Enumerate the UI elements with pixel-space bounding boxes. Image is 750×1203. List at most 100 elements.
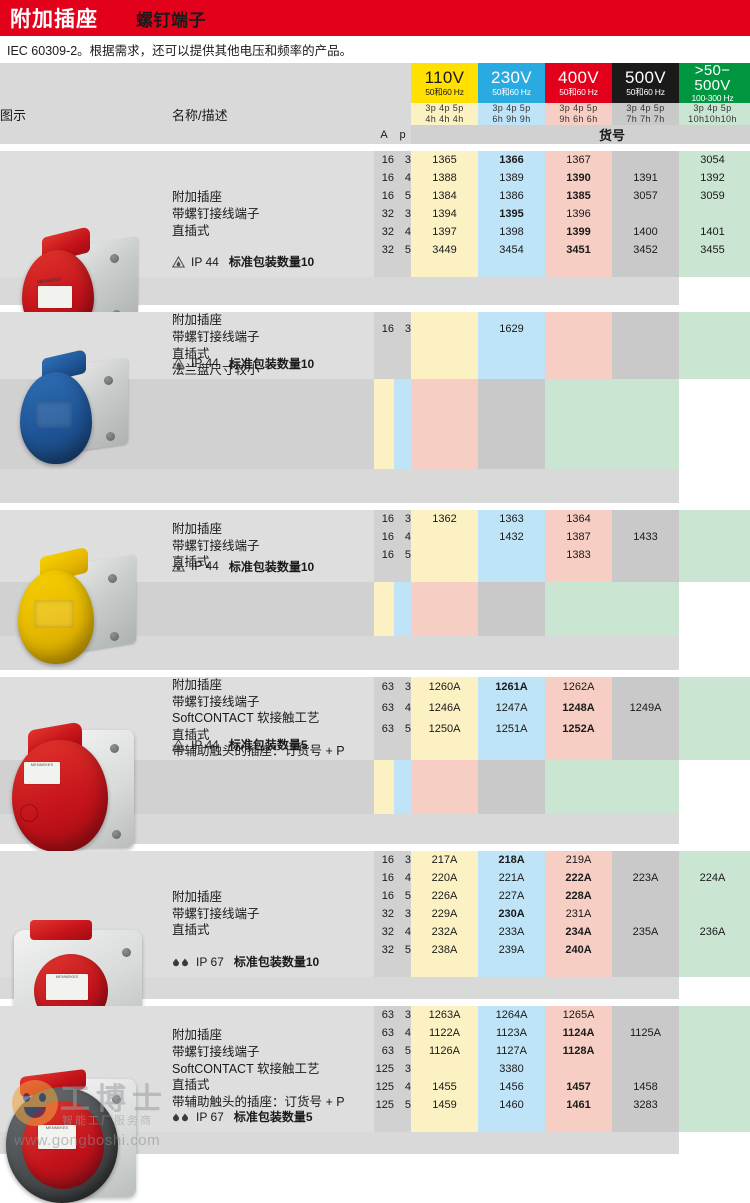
article-number-cell[interactable]: 225A <box>746 869 750 888</box>
article-number-cell[interactable]: 239A <box>478 941 545 960</box>
article-number-cell[interactable]: 1458 <box>612 1078 679 1097</box>
article-number-cell[interactable]: 1457 <box>545 1078 612 1097</box>
article-number-cell[interactable]: 1460 <box>478 1096 545 1115</box>
article-number-cell[interactable] <box>679 905 746 924</box>
article-number-cell[interactable] <box>679 676 746 698</box>
article-number-cell[interactable]: 1402 <box>746 223 750 242</box>
article-number-cell[interactable]: 1390 <box>545 169 612 188</box>
article-number-cell[interactable] <box>746 1060 750 1079</box>
article-number-cell[interactable]: 3455 <box>679 241 746 260</box>
article-number-cell[interactable]: 238A <box>411 941 478 960</box>
article-number-cell[interactable]: 1252A <box>545 718 612 740</box>
article-number-cell[interactable]: 226A <box>411 887 478 906</box>
article-number-cell[interactable]: 3055 <box>746 151 750 170</box>
article-number-cell[interactable] <box>679 887 746 906</box>
article-number-cell[interactable]: 3454 <box>478 241 545 260</box>
article-number-cell[interactable]: 1388 <box>411 169 478 188</box>
article-number-cell[interactable]: 3380 <box>478 1060 545 1079</box>
article-number-cell[interactable]: 1432 <box>478 527 545 546</box>
article-number-cell[interactable]: 230A <box>478 905 545 924</box>
article-number-cell[interactable]: 1128A <box>545 1042 612 1061</box>
article-number-cell[interactable]: 217A <box>411 851 478 870</box>
article-number-cell[interactable]: 3283 <box>612 1096 679 1115</box>
article-number-cell[interactable]: 1386 <box>478 187 545 206</box>
article-number-cell[interactable]: 227A <box>478 887 545 906</box>
article-number-cell[interactable]: 1384 <box>411 187 478 206</box>
article-number-cell[interactable]: 236A <box>679 923 746 942</box>
article-number-cell[interactable]: 1398 <box>478 223 545 242</box>
article-number-cell[interactable]: 222A <box>545 869 612 888</box>
article-number-cell[interactable]: 1127A <box>478 1042 545 1061</box>
article-number-cell[interactable]: 3451 <box>545 241 612 260</box>
article-number-cell[interactable]: 1461 <box>545 1096 612 1115</box>
article-number-cell[interactable]: 1383 <box>545 545 612 564</box>
article-number-cell[interactable]: 1367 <box>545 151 612 170</box>
article-number-cell[interactable]: 1246A <box>411 697 478 719</box>
article-number-cell[interactable]: 233A <box>478 923 545 942</box>
article-number-cell[interactable]: 1399 <box>545 223 612 242</box>
article-number-cell[interactable]: 1262A <box>545 676 612 698</box>
article-number-cell[interactable]: 1263A <box>411 1006 478 1025</box>
article-number-cell[interactable] <box>411 312 478 346</box>
article-number-cell[interactable]: 3447 <box>746 241 750 260</box>
article-number-cell[interactable] <box>545 312 612 346</box>
article-number-cell[interactable]: 3449 <box>411 241 478 260</box>
article-number-cell[interactable] <box>679 1024 746 1043</box>
article-number-cell[interactable]: 1456 <box>478 1078 545 1097</box>
article-number-cell[interactable] <box>746 545 750 564</box>
article-number-cell[interactable]: 1366 <box>478 151 545 170</box>
article-number-cell[interactable]: 1400 <box>612 223 679 242</box>
article-number-cell[interactable] <box>679 941 746 960</box>
article-number-cell[interactable] <box>746 676 750 698</box>
article-number-cell[interactable] <box>612 941 679 960</box>
article-number-cell[interactable] <box>411 1060 478 1079</box>
article-number-cell[interactable] <box>612 1006 679 1025</box>
article-number-cell[interactable] <box>679 1060 746 1079</box>
article-number-cell[interactable]: 1401 <box>679 223 746 242</box>
article-number-cell[interactable] <box>746 697 750 719</box>
article-number-cell[interactable] <box>679 697 746 719</box>
article-number-cell[interactable] <box>746 718 750 740</box>
article-number-cell[interactable] <box>612 1060 679 1079</box>
article-number-cell[interactable]: 219A <box>545 851 612 870</box>
article-number-cell[interactable]: 1395 <box>478 205 545 224</box>
article-number-cell[interactable]: 3057 <box>612 187 679 206</box>
article-number-cell[interactable]: 237A <box>746 923 750 942</box>
article-number-cell[interactable]: 1365 <box>411 151 478 170</box>
article-number-cell[interactable] <box>545 1060 612 1079</box>
article-number-cell[interactable] <box>746 1042 750 1061</box>
article-number-cell[interactable]: 1125A <box>612 1024 679 1043</box>
article-number-cell[interactable]: 224A <box>679 869 746 888</box>
article-number-cell[interactable] <box>679 205 746 224</box>
article-number-cell[interactable]: 220A <box>411 869 478 888</box>
article-number-cell[interactable] <box>679 1096 746 1115</box>
article-number-cell[interactable] <box>746 312 750 346</box>
article-number-cell[interactable]: 235A <box>612 923 679 942</box>
article-number-cell[interactable] <box>746 887 750 906</box>
article-number-cell[interactable] <box>679 527 746 546</box>
article-number-cell[interactable] <box>411 545 478 564</box>
article-number-cell[interactable]: 3452 <box>612 241 679 260</box>
article-number-cell[interactable] <box>612 905 679 924</box>
article-number-cell[interactable]: 223A <box>612 869 679 888</box>
article-number-cell[interactable]: 228A <box>545 887 612 906</box>
article-number-cell[interactable]: 3054 <box>679 151 746 170</box>
article-number-cell[interactable]: 1433 <box>612 527 679 546</box>
article-number-cell[interactable] <box>679 1042 746 1061</box>
article-number-cell[interactable]: 1459 <box>411 1096 478 1115</box>
article-number-cell[interactable]: 1264A <box>478 1006 545 1025</box>
article-number-cell[interactable] <box>746 905 750 924</box>
article-number-cell[interactable]: 1124A <box>545 1024 612 1043</box>
article-number-cell[interactable] <box>746 1024 750 1043</box>
article-number-cell[interactable] <box>679 718 746 740</box>
article-number-cell[interactable]: 1248A <box>545 697 612 719</box>
article-number-cell[interactable]: 1251A <box>478 718 545 740</box>
article-number-cell[interactable] <box>612 851 679 870</box>
article-number-cell[interactable]: 1392 <box>679 169 746 188</box>
article-number-cell[interactable] <box>679 1006 746 1025</box>
article-number-cell[interactable] <box>612 545 679 564</box>
article-number-cell[interactable] <box>746 509 750 528</box>
article-number-cell[interactable]: 1455 <box>411 1078 478 1097</box>
article-number-cell[interactable]: 1629 <box>478 312 545 346</box>
article-number-cell[interactable]: 1387 <box>545 527 612 546</box>
